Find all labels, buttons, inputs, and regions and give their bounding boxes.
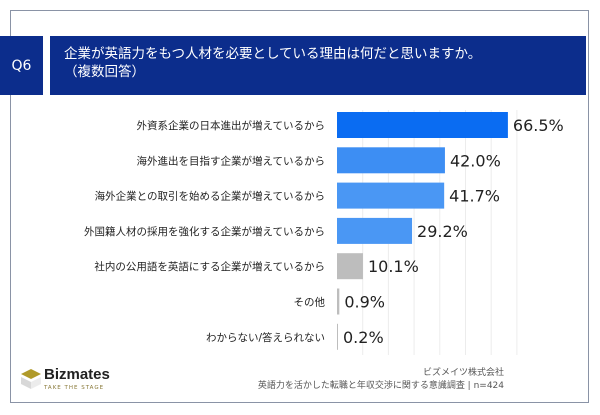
- question-number: Q6: [0, 36, 43, 95]
- category-label: わからない/答えられない: [206, 331, 325, 344]
- brand-tagline: TAKE THE STAGE: [44, 385, 105, 391]
- bar: [337, 323, 338, 350]
- category-label: 外資系企業の日本進出が増えているから: [137, 119, 325, 132]
- value-label: 41.7%: [449, 187, 500, 206]
- bar: [337, 217, 413, 244]
- value-label: 42.0%: [450, 151, 501, 170]
- bizmates-logo-icon: [21, 369, 41, 389]
- value-label: 0.2%: [343, 328, 384, 347]
- bar: [337, 288, 340, 315]
- brand-name: Bizmates: [44, 366, 110, 383]
- bar-chart: 外資系企業の日本進出が増えているから 66.5% 海外進出を目指す企業が増えているか…: [84, 110, 564, 355]
- bar: [337, 147, 445, 174]
- value-label: 10.1%: [368, 257, 419, 276]
- category-label: 海外企業との取引を始める企業が増えているから: [95, 190, 325, 203]
- question-title: 企業が英語力をもつ人材を必要としている理由は何だと思いますか。 （複数回答）: [50, 36, 586, 95]
- title-subtitle: （複数回答）: [64, 64, 145, 80]
- category-label: その他: [294, 296, 326, 309]
- bar: [337, 182, 445, 209]
- survey: 英語力を活かした転職と年収交渉に関する意識調査 | n=424: [257, 381, 504, 391]
- company: ビズメイツ株式会社: [422, 368, 504, 378]
- bar: [337, 253, 363, 280]
- value-label: 29.2%: [417, 222, 468, 241]
- bar: [337, 112, 508, 138]
- frame: [10, 10, 589, 403]
- category-label: 社内の公用語を英語にする企業が増えているから: [94, 260, 325, 273]
- source-note: ビズメイツ株式会社英語力を活かした転職と年収交渉に関する意識調査 | n=424: [258, 367, 504, 393]
- title-text: 企業が英語力をもつ人材を必要としている理由は何だと思いますか。: [64, 46, 482, 62]
- category-label: 外国籍人材の採用を強化する企業が増えているから: [84, 225, 325, 238]
- category-label: 海外進出を目指す企業が増えているから: [137, 154, 325, 167]
- value-label: 66.5%: [513, 116, 564, 135]
- value-label: 0.9%: [344, 293, 385, 312]
